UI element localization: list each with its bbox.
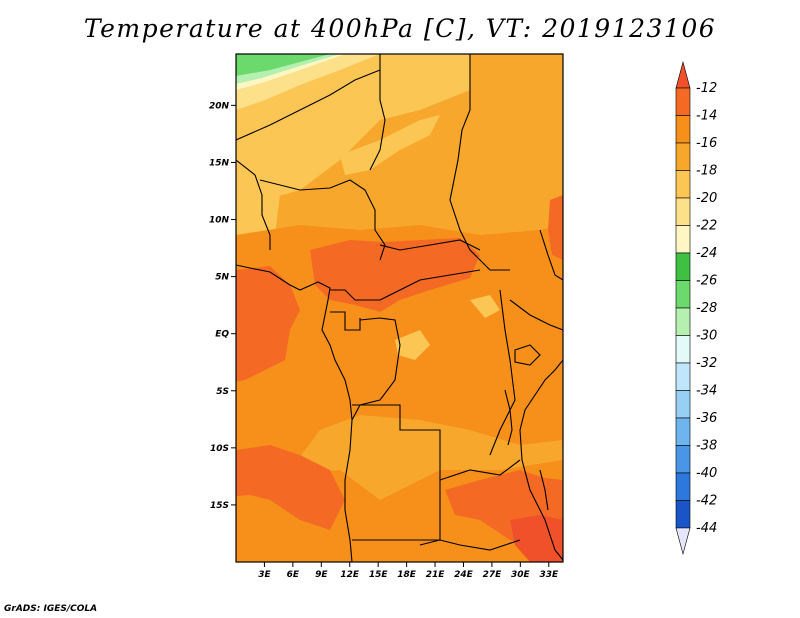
field-warm-center xyxy=(236,225,563,505)
longitude-axis: 3E 6E 9E 12E 15E 18E 21E 24E 27E 30E 33E xyxy=(258,562,559,580)
colorbar-bin xyxy=(675,390,691,419)
east-africa-coastline xyxy=(519,359,563,561)
colorbar-label: -18 xyxy=(696,164,717,179)
colorbar-bin xyxy=(675,115,691,144)
field-cool-streak-2 xyxy=(395,330,430,360)
border-nigeria xyxy=(259,179,386,261)
colorbar-label: -22 xyxy=(696,219,717,234)
field-warmer-central xyxy=(310,238,480,312)
lon-tick-label: 30E xyxy=(511,570,531,580)
colorbar-label: -40 xyxy=(696,466,717,481)
colorbar-bottom-arrow xyxy=(675,527,691,556)
map-title: Temperature at 400hPa [C], VT: 201912310… xyxy=(83,14,717,43)
grads-credit: GrADS: IGES/COLA xyxy=(4,604,98,614)
lon-tick-label: 3E xyxy=(258,570,271,580)
lon-tick-label: 21E xyxy=(426,570,446,580)
lon-tick-label: 15E xyxy=(369,570,389,580)
lon-tick-label: 6E xyxy=(287,570,300,580)
lon-tick-label: 24E xyxy=(454,570,474,580)
field-hot-southeast xyxy=(510,515,563,562)
lat-tick-label: 10S xyxy=(210,444,229,454)
colorbar-label: -14 xyxy=(696,109,717,124)
border-zambia xyxy=(439,459,521,481)
border-libya-sudan xyxy=(369,54,386,171)
colorbar-top-arrow xyxy=(675,60,691,89)
latitude-axis: 20N 15N 10N 5N EQ 5S 10S 15S xyxy=(209,101,236,511)
lon-tick-label: 18E xyxy=(397,570,417,580)
border-chad-car xyxy=(379,239,481,251)
colorbar-label: -24 xyxy=(696,246,717,261)
colorbar-bin xyxy=(675,225,691,254)
plot-frame xyxy=(235,53,564,563)
colorbar-bin xyxy=(675,87,691,116)
lat-tick-label: EQ xyxy=(215,330,229,340)
colorbar-bin xyxy=(675,500,691,529)
field-warmer-west-coast xyxy=(236,266,300,382)
lat-tick-label: 5N xyxy=(215,273,229,283)
border-ethiopia xyxy=(539,229,563,281)
colorbar-bin xyxy=(675,362,691,391)
lake-tanganyika xyxy=(504,389,513,446)
colorbar-bin xyxy=(675,197,691,226)
west-africa-coastline xyxy=(236,264,353,562)
colorbar-label: -44 xyxy=(696,521,717,536)
border-sudan-chad xyxy=(449,54,510,271)
border-niger xyxy=(236,69,381,141)
colorbar-bin xyxy=(675,252,691,281)
colorbar-label: -32 xyxy=(696,356,717,371)
border-gabon xyxy=(330,311,361,331)
field-cool-north xyxy=(236,54,470,205)
lon-tick-label: 33E xyxy=(539,570,559,580)
colorbar-bin xyxy=(675,170,691,199)
colorbar-label: -28 xyxy=(696,301,717,316)
colorbar-bin xyxy=(675,142,691,171)
lake-malawi xyxy=(539,469,549,511)
colorbar-label: -42 xyxy=(696,494,717,509)
colorbar: -12 -14 -16 -18 -20 -22 -24 -26 -28 -30 -32 -34 -36 -… xyxy=(675,60,717,556)
colorbar-bin xyxy=(675,335,691,364)
border-cameroon-car xyxy=(330,269,481,301)
colorbar-label: -30 xyxy=(696,329,717,344)
lat-tick-label: 5S xyxy=(216,387,229,397)
colorbar-bin xyxy=(675,307,691,336)
colorbar-label: -38 xyxy=(696,439,717,454)
colorbar-label: -34 xyxy=(696,384,717,399)
field-warmer-east-edge xyxy=(548,195,563,260)
field-green-dark xyxy=(236,54,330,76)
field-cool-streak-1 xyxy=(340,115,440,175)
colorbar-label: -20 xyxy=(696,191,717,206)
colorbar-bin xyxy=(675,445,691,474)
colorbar-label: -16 xyxy=(696,136,717,151)
temperature-field xyxy=(236,54,563,562)
lat-tick-label: 20N xyxy=(209,101,230,111)
border-drc-congo xyxy=(351,317,401,421)
lon-tick-label: 12E xyxy=(340,570,360,580)
lat-tick-label: 10N xyxy=(209,216,230,226)
field-cool-streak-3 xyxy=(470,295,500,318)
colorbar-bin xyxy=(675,472,691,501)
colorbar-bin xyxy=(675,280,691,309)
border-uganda-kenya xyxy=(509,299,563,331)
colorbar-label: -12 xyxy=(696,81,717,96)
field-warmer-coast-south xyxy=(236,445,345,530)
lake-victoria xyxy=(514,344,541,366)
border-mali-burkina xyxy=(236,159,271,250)
colorbar-label: -26 xyxy=(696,274,717,289)
lat-tick-label: 15S xyxy=(210,501,229,511)
lon-tick-label: 27E xyxy=(483,570,503,580)
colorbar-label: -36 xyxy=(696,411,717,426)
colorbar-bin xyxy=(675,417,691,446)
lon-tick-label: 9E xyxy=(315,570,328,580)
border-drc-east xyxy=(489,289,516,456)
country-borders xyxy=(236,54,563,562)
border-southern xyxy=(352,539,521,551)
lat-tick-label: 15N xyxy=(209,158,230,168)
